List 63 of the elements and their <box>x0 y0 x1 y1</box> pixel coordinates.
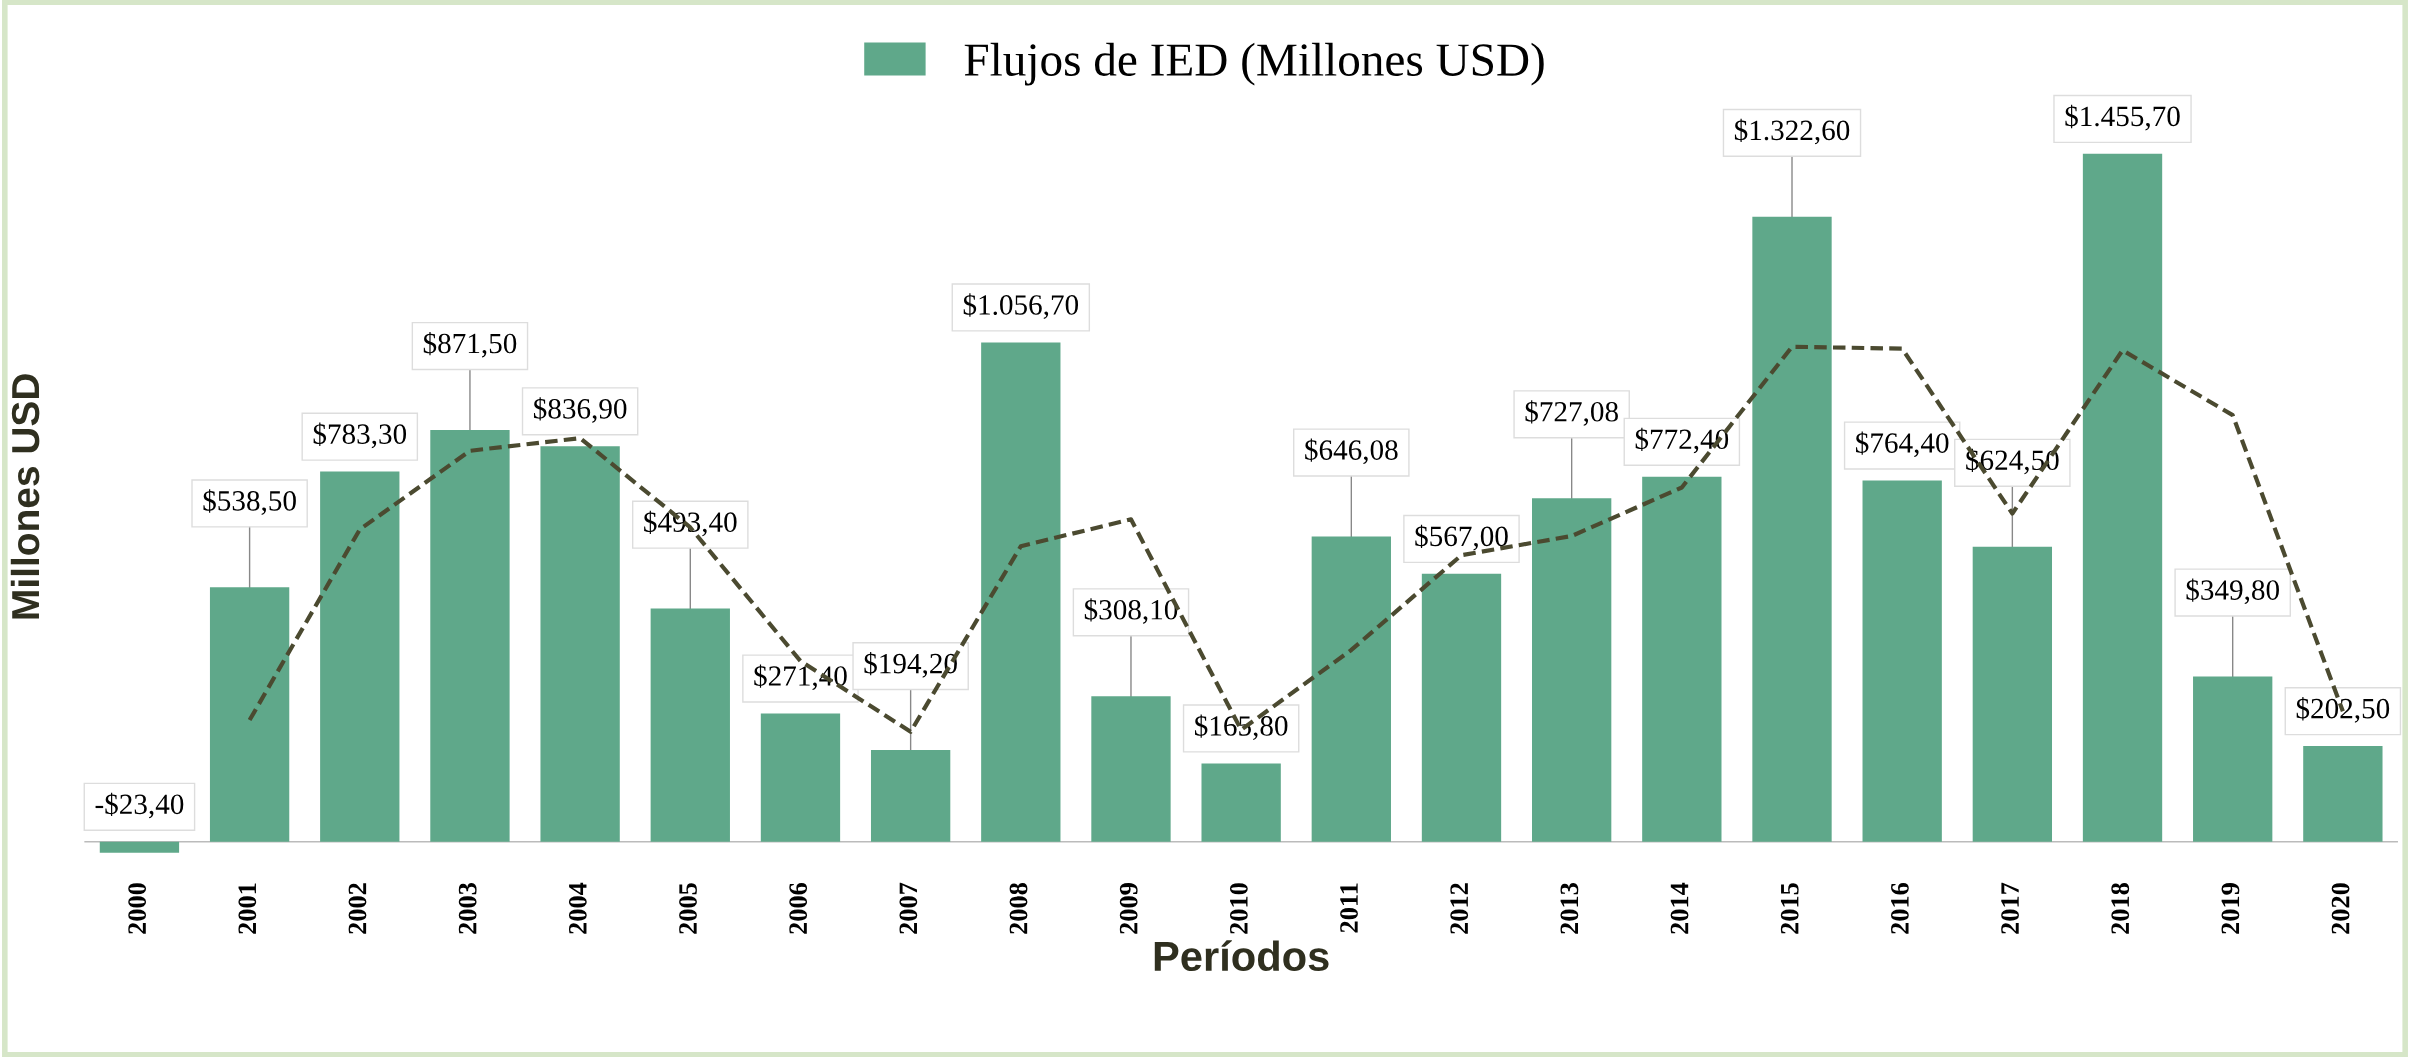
data-label: $538,50 <box>203 489 296 515</box>
x-tick-label: 2011 <box>1340 883 1358 933</box>
bar <box>540 446 620 842</box>
bar <box>650 608 730 842</box>
x-tick-label: 2008 <box>1009 883 1028 934</box>
legend-label: Flujos de IED (Millones USD) <box>964 42 1544 86</box>
x-tick-label: 2015 <box>1780 883 1799 934</box>
data-label: $1.056,70 <box>963 293 1079 319</box>
data-label: $764,40 <box>1856 431 1949 458</box>
x-tick-label: 2020 <box>2331 883 2350 934</box>
bar <box>430 429 510 842</box>
x-tick-label: 2002 <box>348 883 367 934</box>
data-label: $772,40 <box>1635 427 1729 454</box>
data-label: $783,30 <box>313 422 407 449</box>
bar <box>981 342 1061 842</box>
x-tick-label: 2012 <box>1450 883 1469 934</box>
bar <box>99 841 180 853</box>
x-tick-label: 2001 <box>238 883 257 934</box>
x-tick-label: 2009 <box>1119 883 1138 934</box>
x-tick-label: 2004 <box>568 882 587 934</box>
bar <box>1752 216 1832 842</box>
bar <box>1532 498 1612 842</box>
bar <box>1972 546 2053 842</box>
data-label: $567,00 <box>1415 524 1508 551</box>
x-axis-title: Períodos <box>1154 940 1329 972</box>
bar <box>320 471 400 842</box>
x-tick-label: 2007 <box>899 882 918 934</box>
data-label: $727,08 <box>1525 400 1618 426</box>
data-label: $308,10 <box>1084 598 1178 624</box>
x-tick-label: 2018 <box>2111 883 2130 934</box>
x-tick-label: 2000 <box>128 883 147 934</box>
data-label: $194,20 <box>864 652 957 678</box>
bar <box>1862 480 1942 842</box>
x-tick-label: 2006 <box>789 882 808 934</box>
data-label: $1.455,70 <box>2065 104 2180 131</box>
x-tick-label: 2010 <box>1229 883 1248 934</box>
bar <box>2193 676 2273 842</box>
x-tick-label: 2016 <box>1890 882 1909 934</box>
y-axis-title: Millones USD <box>10 374 40 619</box>
bar <box>1201 763 1281 842</box>
data-label: $1.322,60 <box>1734 118 1850 145</box>
x-tick-label: 2019 <box>2221 883 2240 934</box>
data-label: $202,50 <box>2296 697 2390 723</box>
data-label: -$23,40 <box>95 792 184 819</box>
bar <box>1421 573 1502 842</box>
data-label: $349,80 <box>2186 578 2279 605</box>
bar <box>209 587 290 842</box>
bar <box>1091 696 1171 842</box>
x-tick-label: 2017 <box>2001 882 2019 934</box>
data-label: $836,90 <box>533 397 627 423</box>
data-label: $165,80 <box>1195 714 1288 740</box>
bar <box>2082 153 2163 842</box>
x-tick-label: 2003 <box>458 883 477 934</box>
x-tick-label: 2013 <box>1560 883 1579 934</box>
data-label: $646,08 <box>1305 438 1398 465</box>
bar <box>760 713 841 842</box>
bar <box>870 750 951 842</box>
data-label: $871,50 <box>423 331 517 358</box>
bar <box>2303 746 2383 842</box>
x-tick-label: 2005 <box>679 883 697 934</box>
bar <box>1642 476 1722 842</box>
bar <box>1311 536 1391 842</box>
x-tick-label: 2014 <box>1670 882 1689 934</box>
